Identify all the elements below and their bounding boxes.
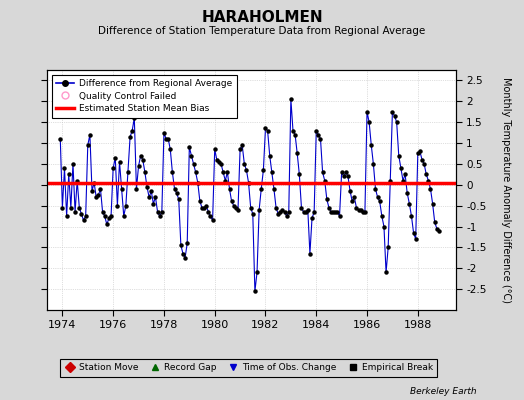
Legend: Difference from Regional Average, Quality Control Failed, Estimated Station Mean: Difference from Regional Average, Qualit…: [52, 74, 236, 118]
Y-axis label: Monthly Temperature Anomaly Difference (°C): Monthly Temperature Anomaly Difference (…: [500, 77, 510, 303]
Text: Berkeley Earth: Berkeley Earth: [410, 387, 477, 396]
Legend: Station Move, Record Gap, Time of Obs. Change, Empirical Break: Station Move, Record Gap, Time of Obs. C…: [60, 359, 438, 377]
Text: HARAHOLMEN: HARAHOLMEN: [201, 10, 323, 25]
Text: Difference of Station Temperature Data from Regional Average: Difference of Station Temperature Data f…: [99, 26, 425, 36]
